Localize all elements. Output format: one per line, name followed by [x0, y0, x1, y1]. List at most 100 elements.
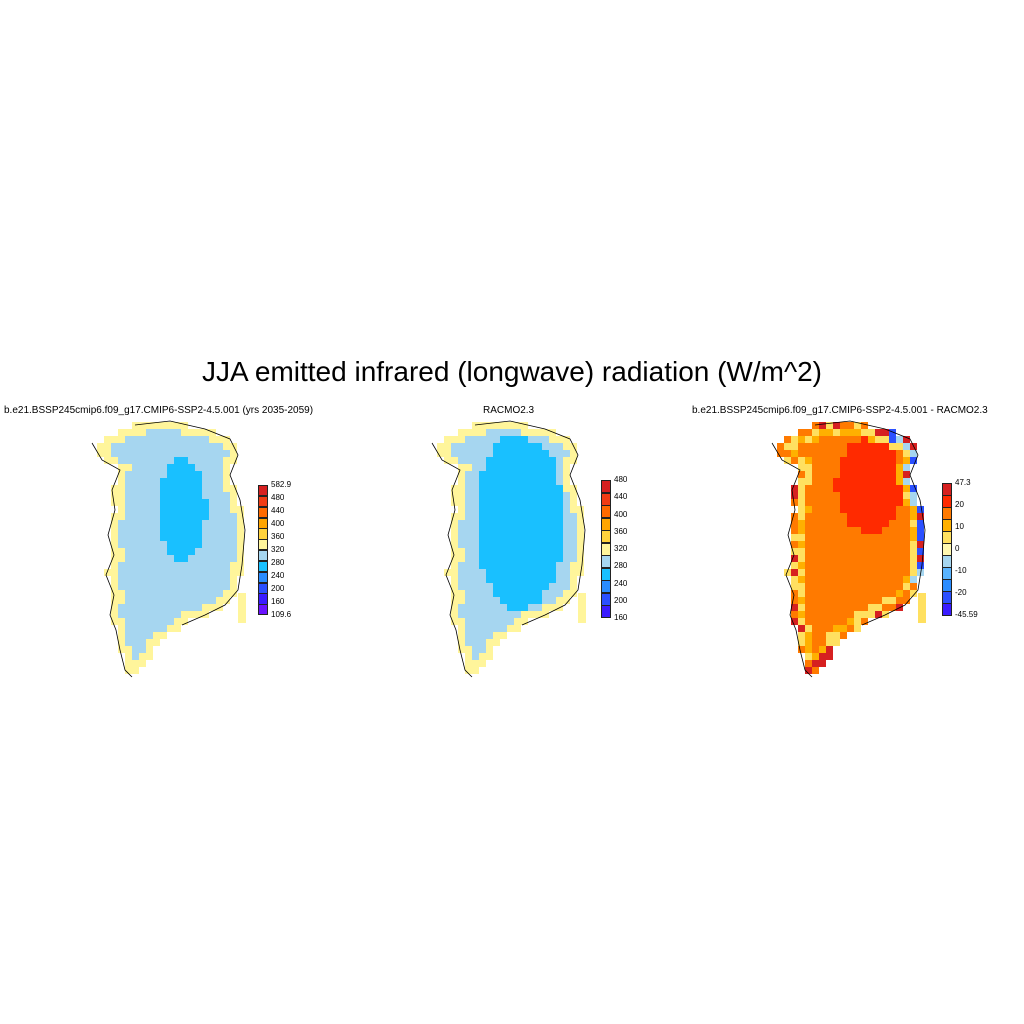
map-grid-cell	[798, 527, 805, 534]
map-grid-cell	[556, 513, 563, 520]
map-grid-cell	[833, 443, 840, 450]
map-grid-cell	[507, 618, 514, 625]
colorbar-swatch	[942, 531, 952, 544]
map-grid-cell	[472, 639, 479, 646]
map-grid-cell	[132, 555, 139, 562]
map-grid-cell	[910, 590, 917, 597]
map-grid-cell	[111, 499, 118, 506]
map-grid-cell	[798, 569, 805, 576]
map-grid-cell	[798, 541, 805, 548]
map-grid-cell	[535, 506, 542, 513]
map-grid-cell	[875, 499, 882, 506]
map-grid-cell	[535, 429, 542, 436]
map-grid-cell	[230, 562, 237, 569]
map-grid-cell	[535, 611, 542, 618]
map-grid-cell	[882, 597, 889, 604]
map-grid-cell	[840, 464, 847, 471]
colorbar-label: 200	[614, 595, 628, 605]
map-grid-cell	[181, 471, 188, 478]
map-grid-cell	[223, 541, 230, 548]
map-grid-cell	[472, 429, 479, 436]
map-grid-cell	[458, 583, 465, 590]
map-grid-cell	[209, 443, 216, 450]
map-grid-cell	[840, 499, 847, 506]
map-grid-cell	[556, 555, 563, 562]
map-grid-cell	[139, 653, 146, 660]
map-grid-cell	[549, 520, 556, 527]
map-grid-cell	[458, 632, 465, 639]
map-grid-cell	[521, 422, 528, 429]
map-grid-cell	[153, 513, 160, 520]
map-grid-cell	[521, 534, 528, 541]
map-grid-cell	[521, 583, 528, 590]
map-grid-cell	[521, 506, 528, 513]
map-grid-cell	[903, 583, 910, 590]
figure-title: JJA emitted infrared (longwave) radiatio…	[201, 356, 823, 387]
map-grid-cell	[202, 527, 209, 534]
map-grid-cell	[486, 471, 493, 478]
map-grid-cell	[861, 597, 868, 604]
map-grid-cell	[195, 541, 202, 548]
map-grid-cell	[556, 569, 563, 576]
map-grid-cell	[805, 506, 812, 513]
map-grid-cell	[896, 590, 903, 597]
map-grid-cell	[160, 548, 167, 555]
map-grid-cell	[875, 611, 882, 618]
map-grid-cell	[882, 436, 889, 443]
map-grid-cell	[570, 576, 577, 583]
map-grid-cell	[479, 653, 486, 660]
map-grid-cell	[577, 520, 584, 527]
map-grid-cell	[209, 513, 216, 520]
map-grid-cell	[479, 583, 486, 590]
map-grid-cell	[167, 604, 174, 611]
map-grid-cell	[805, 478, 812, 485]
map-grid-cell	[160, 597, 167, 604]
map-grid-cell	[132, 576, 139, 583]
map-grid-cell	[847, 625, 854, 632]
map-grid-cell	[840, 534, 847, 541]
map-grid-cell	[882, 457, 889, 464]
map-grid-cell	[132, 562, 139, 569]
map-grid-cell	[812, 513, 819, 520]
map-grid-cell	[209, 597, 216, 604]
map-grid-cell	[805, 443, 812, 450]
map-grid-cell	[216, 597, 223, 604]
map-grid-cell	[132, 604, 139, 611]
map-grid-cell	[132, 597, 139, 604]
map-grid-cell	[798, 464, 805, 471]
map-grid-cell	[777, 443, 784, 450]
map-grid-cell	[174, 429, 181, 436]
map-grid-cell	[118, 478, 125, 485]
map-grid-cell	[139, 632, 146, 639]
map-grid-cell	[507, 569, 514, 576]
map-grid-cell	[791, 436, 798, 443]
map-grid-cell	[132, 492, 139, 499]
map-grid-cell	[472, 499, 479, 506]
map-grid-cell	[896, 597, 903, 604]
map-grid-cell	[910, 492, 917, 499]
map-grid-cell	[174, 583, 181, 590]
map-grid-cell	[223, 485, 230, 492]
map-grid-cell	[896, 555, 903, 562]
map-grid-cell	[826, 562, 833, 569]
map-grid-cell	[563, 499, 570, 506]
map-grid-cell	[209, 436, 216, 443]
map-grid-cell	[917, 520, 924, 527]
map-grid-cell	[840, 583, 847, 590]
map-grid-cell	[507, 604, 514, 611]
map-grid-cell	[791, 513, 798, 520]
map-grid-cell	[528, 569, 535, 576]
map-grid-cell	[479, 499, 486, 506]
map-grid-cell	[910, 583, 917, 590]
map-grid-cell	[833, 555, 840, 562]
map-grid-cell	[493, 618, 500, 625]
map-grid-cell	[451, 513, 458, 520]
map-grid-cell	[479, 646, 486, 653]
map-grid-cell	[875, 576, 882, 583]
map-grid-cell	[549, 457, 556, 464]
map-grid-cell	[167, 429, 174, 436]
map-grid-cell	[840, 485, 847, 492]
map-grid-cell	[118, 646, 125, 653]
map-grid-cell	[160, 562, 167, 569]
map-grid-cell	[812, 499, 819, 506]
